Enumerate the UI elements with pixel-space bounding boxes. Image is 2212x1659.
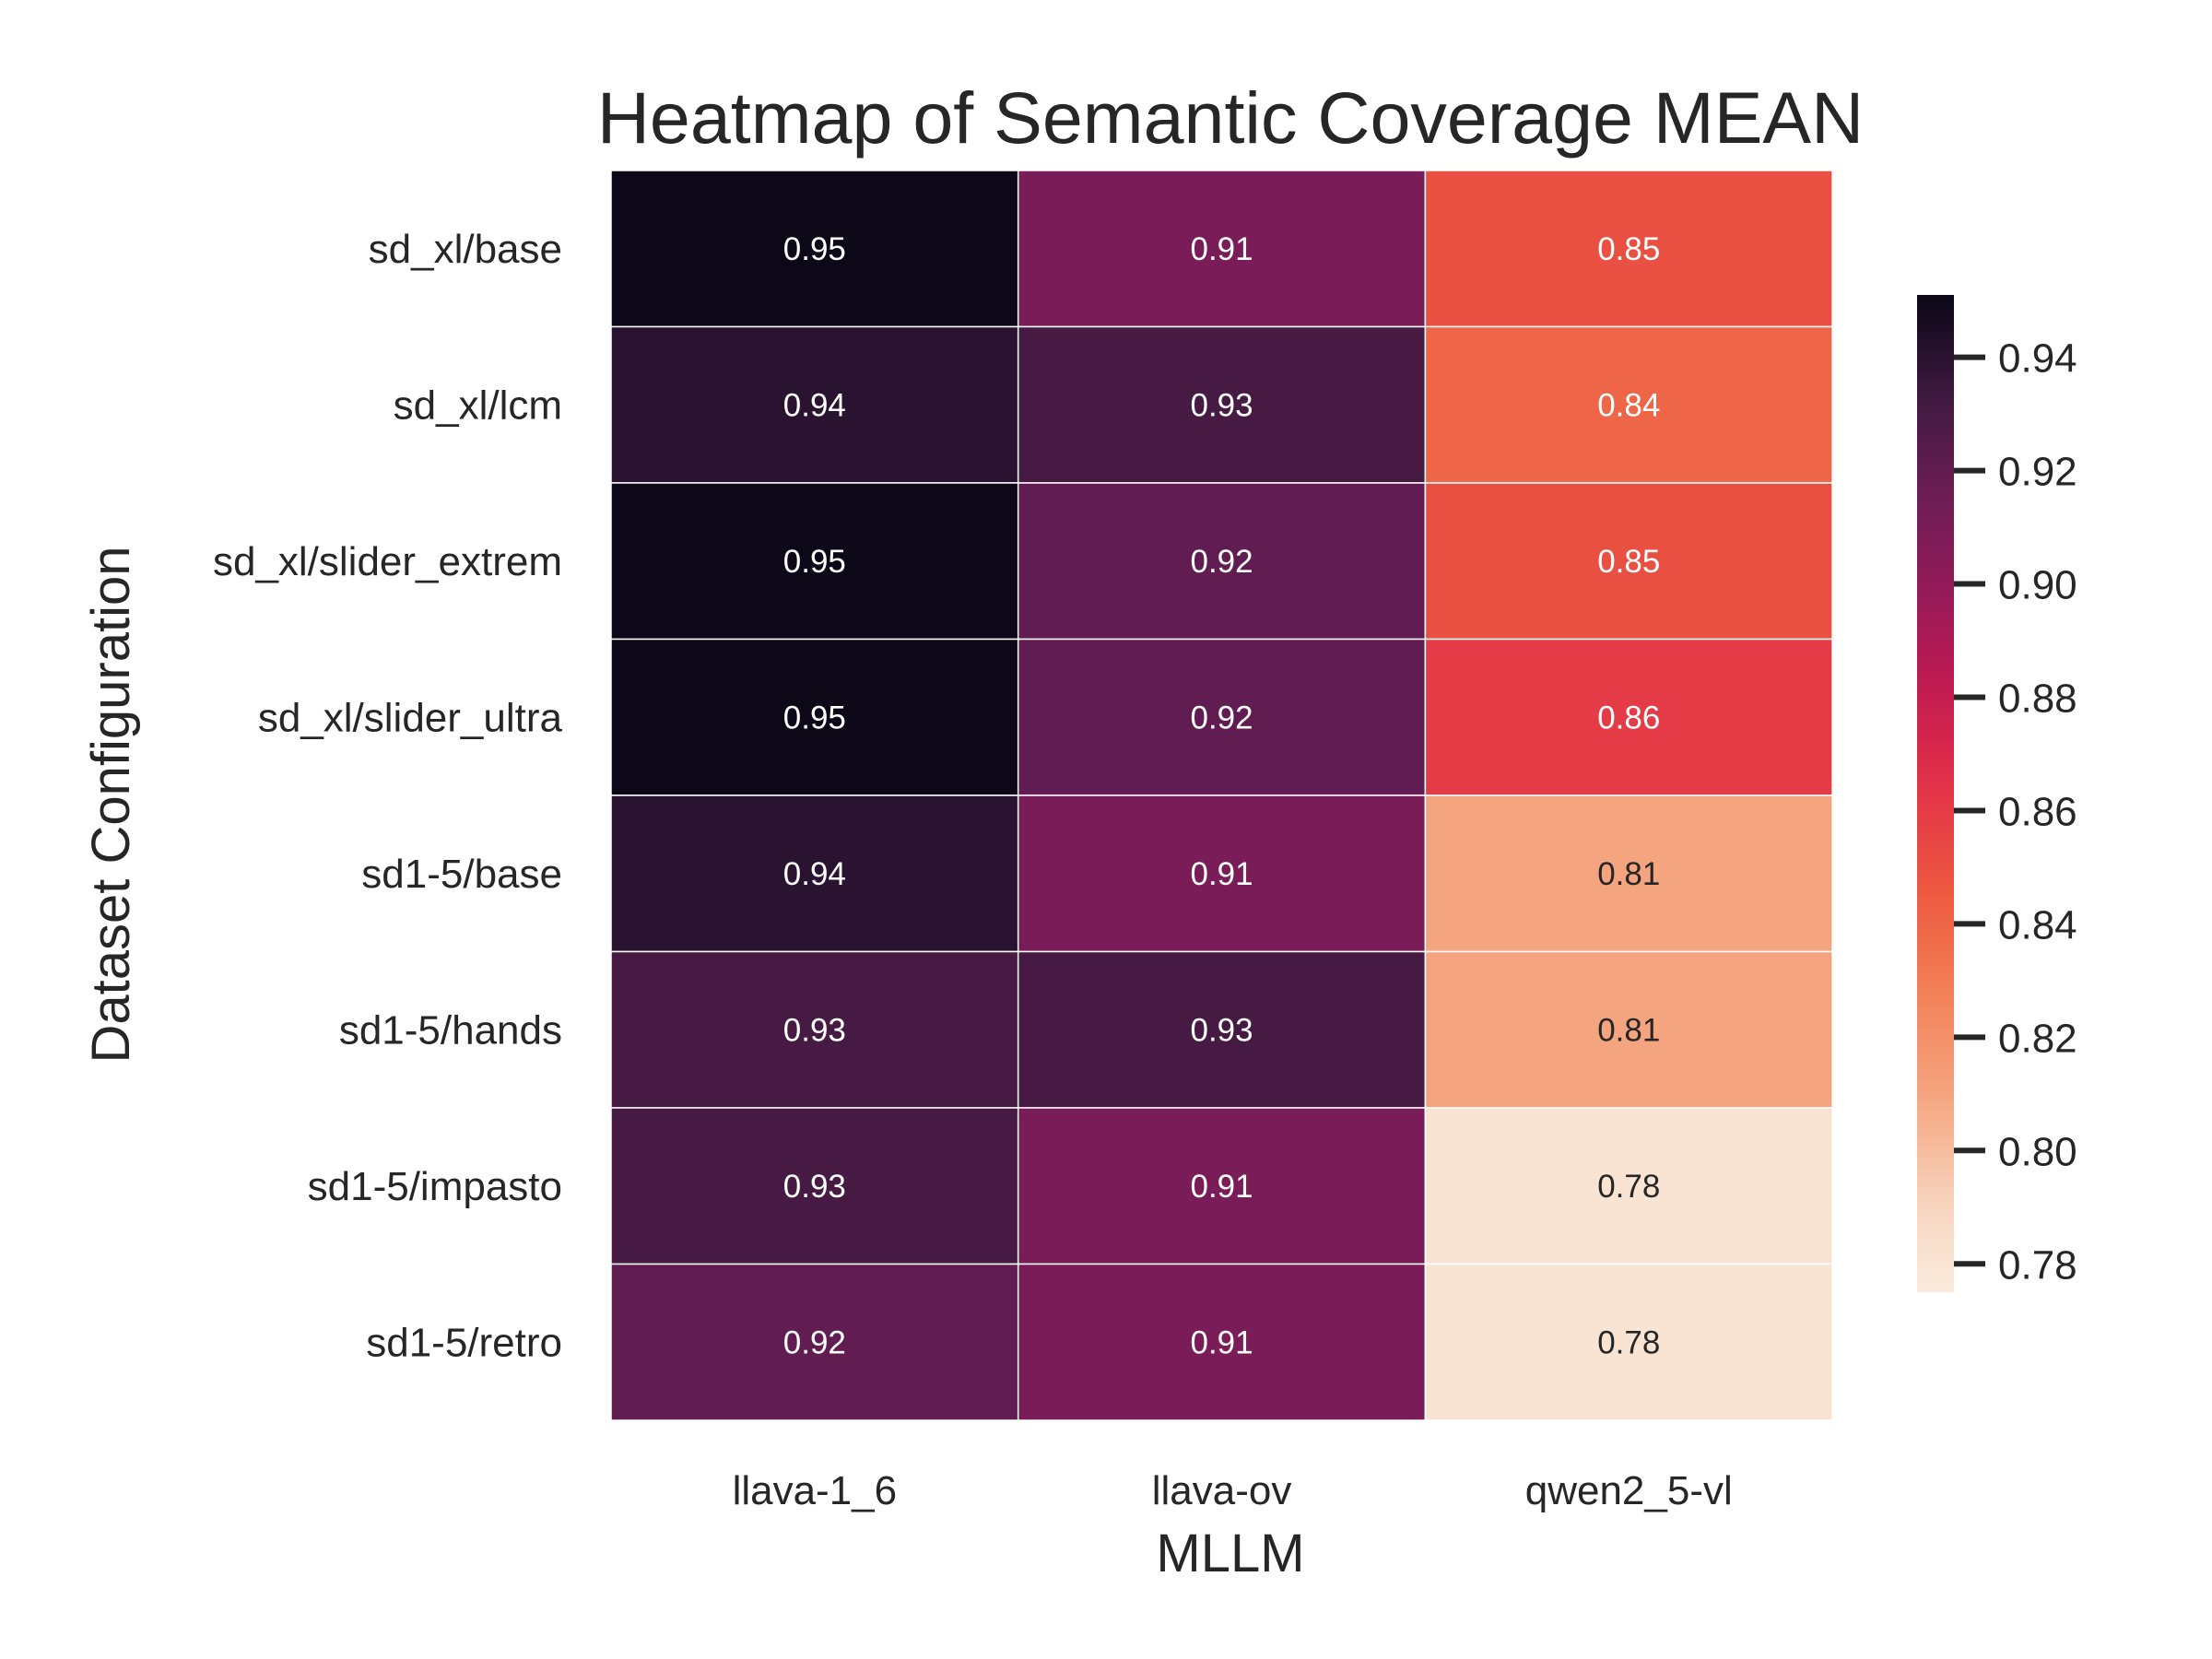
cell-value-label: 0.78 xyxy=(1597,1324,1660,1360)
cell-value-label: 0.95 xyxy=(783,700,846,735)
x-tick-label: llava-ov xyxy=(1152,1468,1292,1513)
cell-value-label: 0.93 xyxy=(783,1169,846,1205)
cell-value-label: 0.92 xyxy=(1190,700,1253,735)
heatmap-cell xyxy=(610,1107,1019,1265)
y-tick-label: sd_xl/slider_extrem xyxy=(213,539,562,584)
colorbar-tick-label: 0.82 xyxy=(1998,1016,2077,1061)
heatmap-cell xyxy=(1017,325,1427,484)
heatmap-cell xyxy=(1424,1107,1833,1265)
y-axis-label: Dataset Configuration xyxy=(81,547,141,1064)
heatmap-cell xyxy=(610,482,1019,641)
cell-value-label: 0.94 xyxy=(783,856,846,892)
y-tick-label: sd1-5/hands xyxy=(339,1007,562,1053)
heatmap-cell xyxy=(1017,794,1427,953)
heatmap-cell xyxy=(1017,1107,1427,1265)
cell-value-label: 0.93 xyxy=(783,1012,846,1048)
heatmap-cell xyxy=(1017,1263,1427,1421)
heatmap-cell xyxy=(610,638,1019,796)
chart-title: Heatmap of Semantic Coverage MEAN xyxy=(597,76,1864,159)
heatmap-cell xyxy=(610,794,1019,953)
y-tick-label: sd_xl/base xyxy=(369,227,562,272)
x-axis-label: MLLM xyxy=(1156,1524,1304,1583)
heatmap-cell xyxy=(1017,482,1427,641)
x-tick-labels: llava-1_6 llava-ov qwen2_5-vl xyxy=(733,1468,1733,1513)
cell-value-label: 0.91 xyxy=(1190,231,1253,267)
cell-value-label: 0.93 xyxy=(1190,1012,1253,1048)
cell-value-label: 0.95 xyxy=(783,231,846,267)
colorbar-ticks: 0.78 0.80 0.82 0.84 0.86 0.88 0.90 0.92 0.94 xyxy=(1954,336,2077,1288)
cell-value-label: 0.95 xyxy=(783,544,846,580)
heatmap-cell xyxy=(1424,638,1833,796)
y-tick-label: sd1-5/base xyxy=(361,852,562,897)
cell-value-label: 0.84 xyxy=(1597,387,1660,423)
cell-value-label: 0.81 xyxy=(1597,1012,1660,1048)
colorbar-tick-label: 0.80 xyxy=(1998,1129,2077,1174)
cell-value-labels: 0.95 0.91 0.85 0.94 0.93 0.84 0.95 0.92 0.85 0.95… xyxy=(783,231,1661,1361)
cell-value-label: 0.91 xyxy=(1190,1324,1253,1360)
heatmap-cell xyxy=(1017,170,1427,328)
cell-value-label: 0.93 xyxy=(1190,387,1253,423)
heatmap-cell xyxy=(1424,950,1833,1109)
cell-value-label: 0.85 xyxy=(1597,231,1660,267)
colorbar-tick-label: 0.90 xyxy=(1998,563,2077,608)
colorbar-tick-label: 0.88 xyxy=(1998,676,2077,721)
heatmap-cell xyxy=(1017,950,1427,1109)
colorbar-tick-label: 0.78 xyxy=(1998,1242,2077,1288)
heatmap-cell xyxy=(610,170,1019,328)
cell-value-label: 0.91 xyxy=(1190,856,1253,892)
cell-value-label: 0.81 xyxy=(1597,856,1660,892)
y-tick-label: sd_xl/lcm xyxy=(394,382,562,428)
heatmap-cell xyxy=(1424,170,1833,328)
x-tick-label: llava-1_6 xyxy=(733,1468,898,1513)
colorbar-tick-label: 0.84 xyxy=(1998,902,2077,947)
heatmap-cell xyxy=(610,1263,1019,1421)
y-tick-label: sd1-5/impasto xyxy=(308,1164,562,1209)
colorbar-tick-label: 0.94 xyxy=(1998,336,2077,382)
cell-value-label: 0.91 xyxy=(1190,1169,1253,1205)
cell-value-label: 0.86 xyxy=(1597,700,1660,735)
colorbar-gradient xyxy=(1917,295,1954,1292)
heatmap-cell xyxy=(1424,325,1833,484)
cell-value-label: 0.85 xyxy=(1597,544,1660,580)
cell-value-label: 0.92 xyxy=(1190,544,1253,580)
y-tick-labels: sd_xl/base sd_xl/lcm sd_xl/slider_extremsd… xyxy=(213,227,563,1366)
heatmap-cell xyxy=(1424,794,1833,953)
cell-value-label: 0.92 xyxy=(783,1324,846,1360)
y-tick-label: sd1-5/retro xyxy=(366,1320,562,1365)
heatmap-cell xyxy=(610,325,1019,484)
heatmap-cells xyxy=(610,170,1833,1421)
cell-value-label: 0.78 xyxy=(1597,1169,1660,1205)
heatmap-cell xyxy=(1424,1263,1833,1421)
heatmap-cell xyxy=(610,950,1019,1109)
y-tick-label: sd_xl/slider_ultra xyxy=(258,695,563,740)
colorbar: 0.78 0.80 0.82 0.84 0.86 0.88 0.90 0.92 0.94 xyxy=(1917,295,2077,1292)
colorbar-tick-label: 0.86 xyxy=(1998,789,2077,834)
x-tick-label: qwen2_5-vl xyxy=(1525,1468,1733,1513)
cell-value-label: 0.94 xyxy=(783,387,846,423)
colorbar-tick-label: 0.92 xyxy=(1998,450,2077,495)
